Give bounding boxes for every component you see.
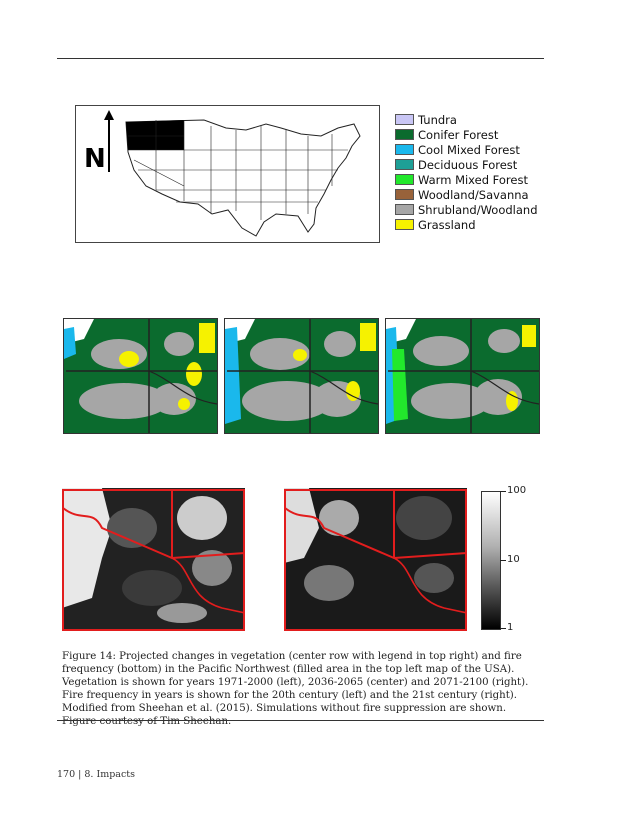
fire-frequency-map-20th-century [62, 488, 246, 631]
legend-item-woodland-savanna: Woodland/Savanna [395, 187, 538, 202]
legend-item-conifer-forest: Conifer Forest [395, 127, 538, 142]
legend-swatch [395, 189, 414, 200]
legend-item-warm-mixed-forest: Warm Mixed Forest [395, 172, 538, 187]
figure-caption: Figure 14: Projected changes in vegetati… [62, 651, 529, 727]
north-label: N [84, 144, 106, 174]
vegetation-map-2036-2065 [224, 318, 379, 434]
legend-swatch [395, 219, 414, 230]
fire-frequency-map-21st-century [284, 488, 468, 631]
legend-swatch [395, 129, 414, 140]
legend-item-deciduous-forest: Deciduous Forest [395, 157, 538, 172]
legend-swatch [395, 159, 414, 170]
legend-item-cool-mixed-forest: Cool Mixed Forest [395, 142, 538, 157]
us-locator-map: N [75, 105, 380, 243]
vegetation-legend: Tundra Conifer Forest Cool Mixed Forest … [395, 112, 538, 232]
legend-swatch [395, 174, 414, 185]
legend-item-grassland: Grassland [395, 217, 538, 232]
page-footer: 170 | 8. Impacts [57, 769, 135, 780]
legend-swatch [395, 114, 414, 125]
legend-swatch [395, 144, 414, 155]
north-arrow-head-icon [104, 110, 114, 120]
top-rule [57, 58, 544, 59]
bottom-rule [57, 720, 544, 721]
colorbar-tick [500, 491, 506, 492]
legend-item-shrubland-woodland: Shrubland/Woodland [395, 202, 538, 217]
colorbar-label-1: 1 [507, 622, 514, 633]
us-map-graphic: N [84, 110, 361, 237]
fire-frequency-colorbar [481, 491, 501, 630]
colorbar-tick [500, 560, 506, 561]
vegetation-map-1971-2000 [63, 318, 218, 434]
colorbar-label-10: 10 [507, 554, 520, 565]
colorbar-tick [500, 628, 506, 629]
legend-swatch [395, 204, 414, 215]
legend-item-tundra: Tundra [395, 112, 538, 127]
vegetation-map-2071-2100 [385, 318, 540, 434]
pacific-northwest-fill-icon [126, 120, 184, 150]
us-outline-icon [125, 119, 361, 237]
colorbar-label-100: 100 [507, 485, 527, 496]
